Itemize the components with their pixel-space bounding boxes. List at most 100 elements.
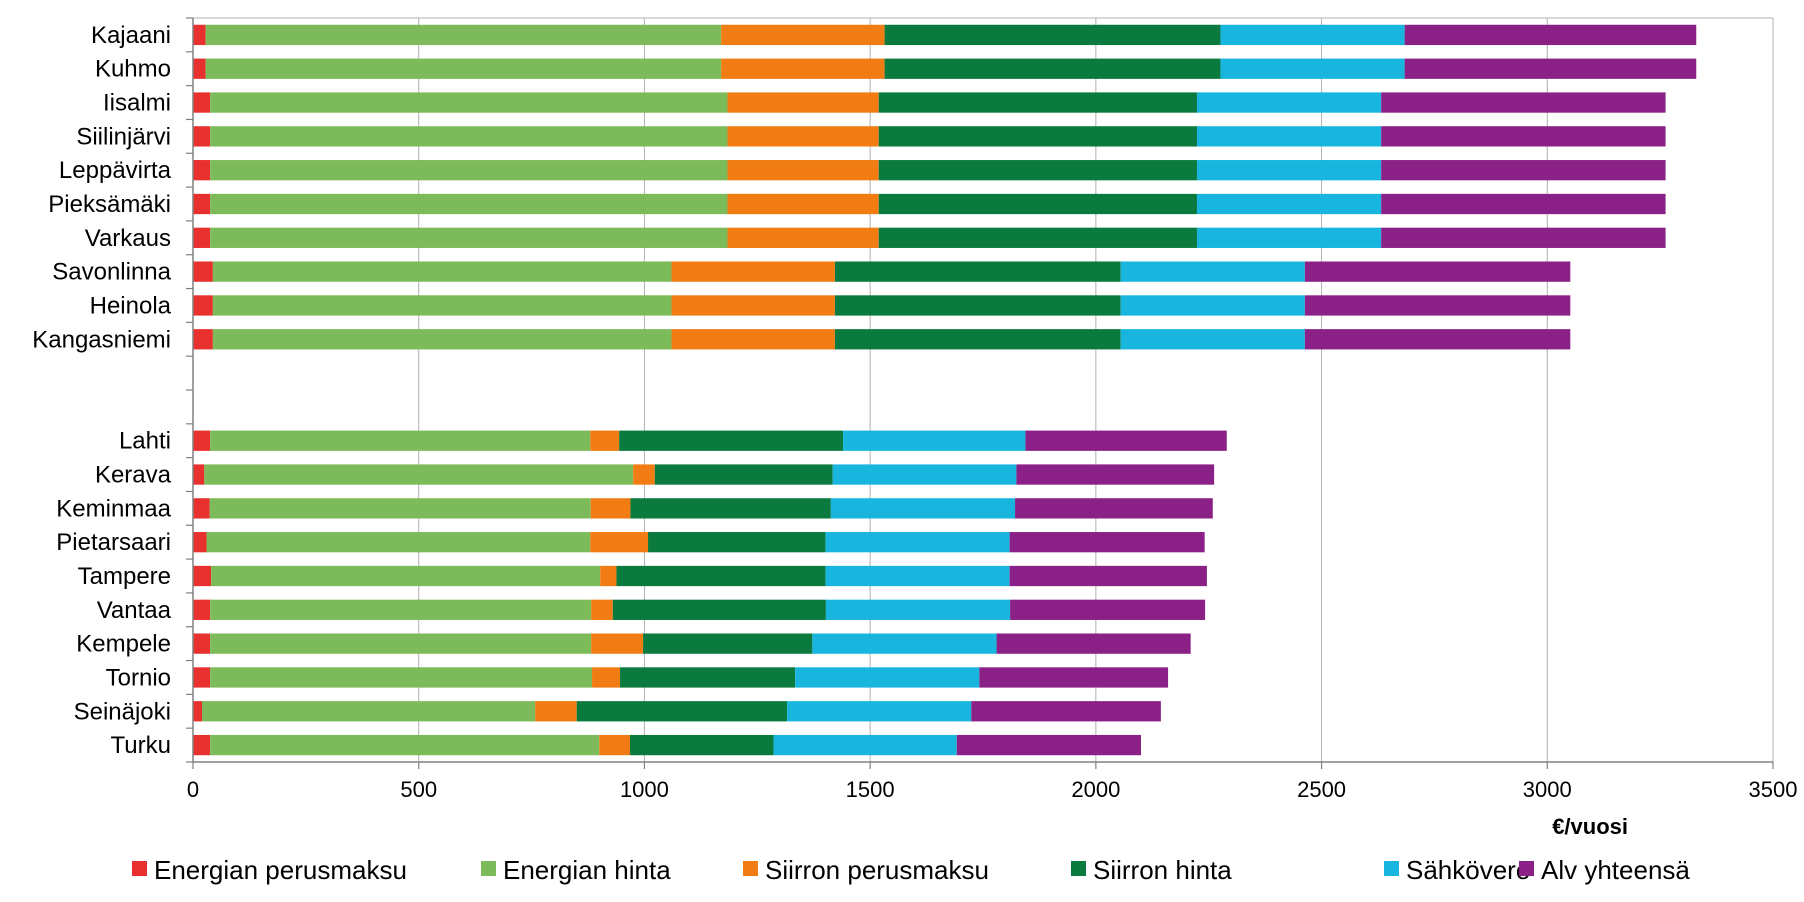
bar-tornio-energian-perusmaksu: [193, 667, 211, 688]
bar-heinola-sahkovero: [1120, 295, 1305, 316]
bar-varkaus-siirron-perusmaksu: [727, 227, 879, 248]
bar-lahti-alv-yhteensa: [1025, 430, 1227, 451]
bar-pietarsaari-siirron-perusmaksu: [590, 532, 649, 553]
bar-pietarsaari-alv-yhteensa: [1009, 532, 1205, 553]
bar-tampere-siirron-hinta: [616, 565, 826, 587]
bar-siilinjarvi-siirron-perusmaksu: [727, 126, 879, 147]
bar-kajaani-energian-perusmaksu: [193, 24, 206, 46]
bar-kangasniemi-siirron-hinta: [834, 329, 1121, 350]
bar-savonlinna-siirron-hinta: [834, 261, 1121, 282]
bar-savonlinna-energian-perusmaksu: [193, 261, 213, 282]
bars: [193, 24, 1697, 756]
bar-seinajoki-energian-perusmaksu: [193, 701, 203, 722]
bar-iisalmi-siirron-perusmaksu: [727, 92, 879, 113]
legend-item-siirron-perusmaksu: Siirron perusmaksu: [743, 855, 989, 885]
bar-kerava-siirron-hinta: [654, 464, 833, 485]
legend-swatch-siirron-perusmaksu: [743, 861, 758, 876]
bar-siilinjarvi-alv-yhteensa: [1381, 126, 1666, 147]
bar-turku-siirron-hinta: [629, 734, 774, 756]
bar-vantaa-energian-perusmaksu: [193, 599, 211, 620]
bar-heinola-siirron-perusmaksu: [671, 295, 835, 316]
category-label-heinola: Heinola: [90, 292, 172, 319]
bar-tampere-siirron-perusmaksu: [600, 565, 617, 587]
bar-kajaani-siirron-hinta: [884, 24, 1221, 46]
bar-kempele-energian-hinta: [210, 633, 592, 654]
bar-turku-energian-perusmaksu: [193, 734, 211, 756]
bar-vantaa-alv-yhteensa: [1010, 599, 1206, 620]
legend-item-alv-yhteensa: Alv yhteensä: [1519, 855, 1690, 885]
category-label-seinajoki: Seinäjoki: [74, 698, 171, 725]
category-label-kempele: Kempele: [76, 631, 171, 658]
legend-label-sahkovero: Sähkövero: [1406, 855, 1530, 885]
bar-kangasniemi-energian-hinta: [212, 329, 672, 350]
bar-keminmaa-energian-hinta: [209, 498, 591, 519]
category-label-kuhmo: Kuhmo: [95, 56, 171, 83]
x-axis-unit-label: €/vuosi: [1552, 814, 1628, 839]
category-label-lahti: Lahti: [119, 428, 171, 455]
bar-kangasniemi-sahkovero: [1120, 329, 1305, 350]
category-labels: Kajaani Kuhmo Iisalmi Siilinjärvi Leppävirta…: [32, 22, 171, 759]
bar-kempele-siirron-perusmaksu: [591, 633, 644, 654]
legend-label-siirron-hinta: Siirron hinta: [1093, 855, 1232, 885]
bar-seinajoki-siirron-hinta: [576, 701, 788, 722]
x-tick-label-2000: 2000: [1071, 777, 1120, 802]
legend: Energian perusmaksu Energian hinta Siirron…: [132, 855, 1690, 885]
legend-item-siirron-hinta: Siirron hinta: [1071, 855, 1232, 885]
bar-lahti-sahkovero: [843, 430, 1026, 451]
bar-pieksamaki-alv-yhteensa: [1381, 193, 1666, 215]
bar-keminmaa-alv-yhteensa: [1015, 498, 1213, 519]
bar-pieksamaki-sahkovero: [1196, 193, 1382, 215]
bar-savonlinna-alv-yhteensa: [1304, 261, 1571, 282]
bar-siilinjarvi-energian-perusmaksu: [193, 126, 211, 147]
legend-label-siirron-perusmaksu: Siirron perusmaksu: [765, 855, 989, 885]
bar-varkaus-alv-yhteensa: [1381, 227, 1666, 248]
bar-pietarsaari-energian-perusmaksu: [193, 532, 207, 553]
bar-seinajoki-siirron-perusmaksu: [535, 701, 577, 722]
bar-tornio-siirron-perusmaksu: [592, 667, 621, 688]
category-label-keminmaa: Keminmaa: [56, 495, 171, 522]
bar-keminmaa-energian-perusmaksu: [193, 498, 210, 519]
x-tick-label-3500: 3500: [1749, 777, 1798, 802]
bar-kerava-siirron-perusmaksu: [633, 464, 655, 485]
bar-leppavirta-energian-hinta: [210, 160, 728, 181]
bar-leppavirta-sahkovero: [1196, 160, 1382, 181]
bar-kerava-energian-hinta: [204, 464, 634, 485]
bar-turku-siirron-perusmaksu: [599, 734, 630, 756]
category-label-tampere: Tampere: [78, 563, 171, 590]
bar-siilinjarvi-sahkovero: [1196, 126, 1382, 147]
bar-varkaus-siirron-hinta: [878, 227, 1197, 248]
bar-heinola-siirron-hinta: [834, 295, 1121, 316]
legend-item-energian-hinta: Energian hinta: [481, 855, 671, 885]
x-tick-label-500: 500: [400, 777, 437, 802]
bar-iisalmi-energian-perusmaksu: [193, 92, 211, 113]
bar-pietarsaari-sahkovero: [825, 532, 1010, 553]
bar-keminmaa-siirron-perusmaksu: [590, 498, 631, 519]
bar-pietarsaari-energian-hinta: [206, 532, 591, 553]
bar-pieksamaki-siirron-perusmaksu: [727, 193, 879, 215]
axes: [186, 17, 1774, 769]
bar-leppavirta-energian-perusmaksu: [193, 160, 211, 181]
bar-kuhmo-siirron-perusmaksu: [721, 58, 885, 79]
bar-tampere-energian-hinta: [211, 565, 601, 587]
bar-heinola-alv-yhteensa: [1304, 295, 1571, 316]
category-label-turku: Turku: [111, 732, 171, 759]
bar-turku-alv-yhteensa: [956, 734, 1141, 756]
bar-iisalmi-alv-yhteensa: [1381, 92, 1666, 113]
legend-swatch-sahkovero: [1384, 861, 1399, 876]
bar-tornio-sahkovero: [795, 667, 980, 688]
bar-tampere-sahkovero: [825, 565, 1010, 587]
bar-lahti-energian-perusmaksu: [193, 430, 211, 451]
bar-tornio-energian-hinta: [210, 667, 593, 688]
bar-pieksamaki-siirron-hinta: [878, 193, 1197, 215]
bar-tampere-energian-perusmaksu: [193, 565, 212, 587]
bar-varkaus-sahkovero: [1196, 227, 1382, 248]
bar-kerava-energian-perusmaksu: [193, 464, 205, 485]
bar-vantaa-sahkovero: [825, 599, 1011, 620]
legend-swatch-siirron-hinta: [1071, 861, 1086, 876]
x-tick-label-0: 0: [187, 777, 199, 802]
bar-kuhmo-energian-perusmaksu: [193, 58, 206, 79]
bar-keminmaa-siirron-hinta: [630, 498, 831, 519]
bar-kempele-siirron-hinta: [643, 633, 813, 654]
legend-swatch-energian-perusmaksu: [132, 861, 147, 876]
